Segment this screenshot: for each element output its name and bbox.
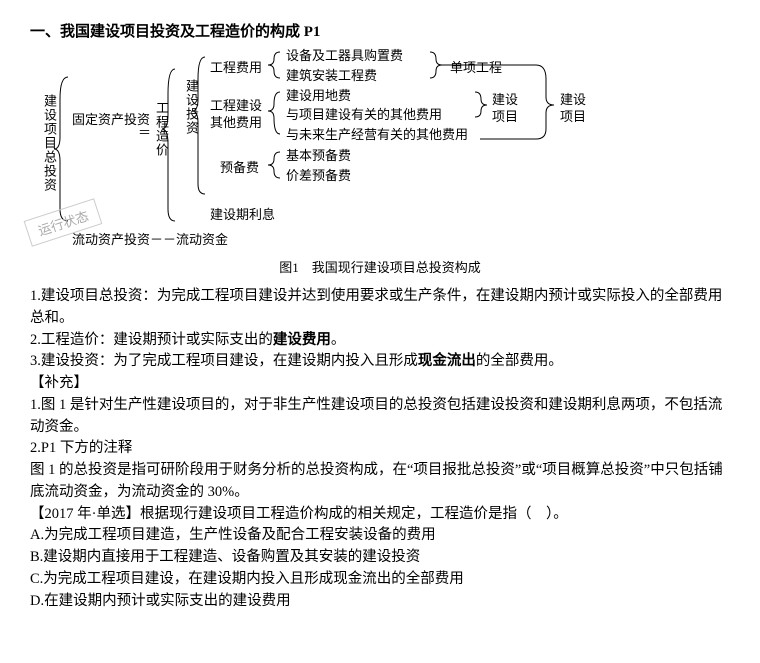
para-1: 1.建设项目总投资：为完成工程项目建设并达到使用要求或生产条件，在建设期内预计或… bbox=[30, 286, 730, 330]
option-c: C.为完成工程项目建设，在建设期内投入且形成现金流出的全部费用 bbox=[30, 569, 730, 591]
node-engfee-sub2: 建筑安装工程费 bbox=[286, 65, 377, 84]
node-otherfee-tag2: 项目 bbox=[492, 106, 518, 125]
node-engfee-sub1: 设备及工器具购置费 bbox=[286, 45, 403, 64]
node-eng-cost: 工程造价 bbox=[152, 101, 171, 157]
body-text: 1.建设项目总投资：为完成工程项目建设并达到使用要求或生产条件，在建设期内预计或… bbox=[30, 286, 730, 612]
node-fixed-asset: 固定资产投资 bbox=[72, 109, 128, 128]
node-otherfee-s3: 与未来生产经营有关的其他费用 bbox=[286, 124, 468, 143]
node-interest: 建设期利息 bbox=[210, 204, 275, 223]
page-title: 一、我国建设项目投资及工程造价的构成 P1 bbox=[30, 20, 730, 41]
option-b: B.建设期内直接用于工程建造、设备购置及其安装的建设投资 bbox=[30, 547, 730, 569]
figure-caption: 图1 我国现行建设项目总投资构成 bbox=[30, 257, 730, 276]
node-reserve-s2: 价差预备费 bbox=[286, 165, 351, 184]
para-3: 3.建设投资：为了完成工程项目建设，在建设期内投入且形成现金流出的全部费用。 bbox=[30, 351, 730, 373]
node-otherfee-s1: 建设用地费 bbox=[286, 85, 351, 104]
supplement-header: 【补充】 bbox=[30, 373, 730, 395]
node-otherfee-s2: 与项目建设有关的其他费用 bbox=[286, 104, 442, 123]
node-liquid: 流动资产投资－－流动资金 bbox=[72, 229, 228, 248]
node-reserve: 预备费 bbox=[220, 157, 259, 176]
node-otherfee-rt2: 项目 bbox=[560, 106, 586, 125]
node-root: 建设项目总投资 bbox=[40, 94, 59, 192]
node-reserve-s1: 基本预备费 bbox=[286, 145, 351, 164]
tree-diagram: 建设项目总投资 固定资产投资 ＝ 工程造价 建设投资 工程费用 设备及工器具购置… bbox=[30, 49, 730, 249]
eq-sign: ＝ bbox=[138, 122, 151, 141]
node-otherfee-l2: 其他费用 bbox=[210, 112, 262, 131]
supp-1: 1.图 1 是针对生产性建设项目的，对于非生产性建设项目的总投资包括建设投资和建… bbox=[30, 395, 730, 439]
para-2: 2.工程造价：建设期预计或实际支出的建设费用。 bbox=[30, 330, 730, 352]
option-a: A.为完成工程项目建造，生产性设备及配合工程安装设备的费用 bbox=[30, 525, 730, 547]
node-engfee-tag: 单项工程 bbox=[450, 57, 502, 76]
node-constr-invest: 建设投资 bbox=[182, 79, 201, 135]
question: 【2017 年·单选】根据现行建设项目工程造价构成的相关规定，工程造价是指（ ）… bbox=[30, 504, 730, 526]
supp-3: 图 1 的总投资是指可研阶段用于财务分析的总投资构成，在“项目报批总投资”或“项… bbox=[30, 460, 730, 504]
bracket-lines bbox=[30, 49, 760, 249]
node-engfee: 工程费用 bbox=[210, 57, 262, 76]
supp-2: 2.P1 下方的注释 bbox=[30, 438, 730, 460]
option-d: D.在建设期内预计或实际支出的建设费用 bbox=[30, 591, 730, 613]
